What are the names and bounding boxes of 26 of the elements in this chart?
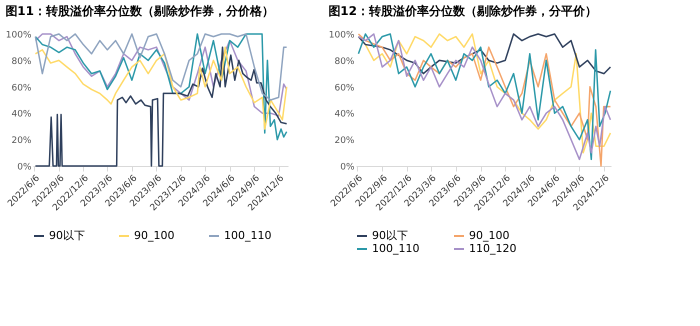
y-tick-label: 60% [334, 83, 355, 94]
legend-label: 90以下 [372, 229, 408, 242]
y-tick-label: 60% [11, 83, 32, 94]
line-series [34, 33, 288, 101]
line-series [34, 33, 288, 117]
y-tick-label: 80% [334, 56, 355, 67]
chart-title: 图11：转股溢价率分位数（剔除炒作券，分价格） [5, 4, 274, 18]
y-tick-label: 100% [328, 30, 355, 40]
y-tick-label: 20% [11, 136, 32, 146]
legend-label: 100_110 [224, 229, 272, 242]
legend-label: 100_110 [372, 242, 420, 255]
y-tick-label: 0% [17, 162, 32, 172]
legend-label: 90_100 [469, 229, 510, 242]
y-tick-label: 80% [11, 56, 32, 67]
y-tick-label: 40% [11, 110, 32, 120]
legend-label: 90_100 [134, 229, 174, 242]
legend-label: 110_120 [469, 242, 516, 255]
y-tick-label: 40% [334, 110, 355, 120]
line-series [34, 46, 288, 130]
y-tick-label: 0% [340, 162, 355, 172]
y-tick-label: 20% [334, 136, 355, 146]
chart-title: 图12：转股溢价率分位数（剔除炒作券，分平价） [328, 4, 597, 18]
line-series [358, 33, 612, 74]
legend-label: 90以下 [49, 229, 85, 242]
line-series [34, 33, 288, 140]
y-tick-label: 100% [6, 30, 32, 40]
